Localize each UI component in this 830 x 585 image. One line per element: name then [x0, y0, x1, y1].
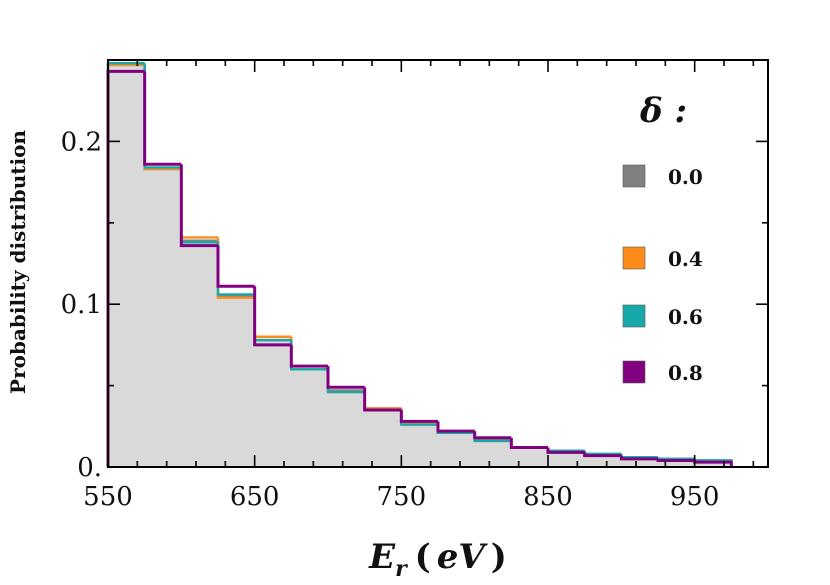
bin-0.6-900: [620, 453, 658, 459]
x-axis-label-symbol: E: [368, 537, 396, 577]
bin-0.8-575: [143, 71, 182, 166]
bin-0.0-650: [253, 296, 292, 342]
bin-0.8-925: [656, 458, 695, 462]
bin-0.4-650: [253, 297, 292, 338]
legend: δ : 0.0 0.4 0.6 0.8: [622, 91, 703, 385]
y-tick-label: 0.2: [61, 127, 102, 157]
bin-0.4-625: [216, 237, 255, 299]
bin-0.8-900: [619, 455, 658, 461]
bin-0.6-600: [180, 167, 218, 244]
axes: 550 650 750 850 950 0. 0.1 0.2: [61, 59, 769, 512]
bin-0.8-800: [473, 431, 512, 440]
x-tick-label: 850: [523, 482, 573, 512]
x-axis-label: Er (eV): [368, 537, 507, 582]
bin-0.6-875: [583, 450, 622, 456]
bin-0.0-600: [180, 169, 218, 242]
legend-label-0.0: 0.0: [668, 165, 703, 189]
legend-swatch-0.0: [622, 164, 646, 188]
legend-label-0.8: 0.8: [668, 361, 703, 385]
bin-0.6-850: [546, 447, 585, 452]
x-axis-label-subscript: r: [395, 556, 408, 582]
x-tick-label: 950: [670, 482, 720, 512]
bin-0.6-925: [656, 457, 695, 461]
x-tick-label: 650: [230, 482, 280, 512]
bin-0.4-675: [290, 336, 328, 371]
bin-0.6-650: [253, 294, 292, 342]
bin-0.8-750: [399, 410, 438, 423]
bin-0.4-575: [143, 64, 182, 171]
bin-0.0-575: [143, 64, 182, 171]
legend-swatch-0.4: [622, 246, 646, 270]
x-tick-label: 750: [377, 482, 427, 512]
bin-0.8-675: [289, 344, 328, 368]
legend-swatch-0.8: [622, 360, 646, 384]
bin-0.0-725: [363, 390, 402, 410]
bin-0.8-875: [583, 452, 622, 458]
histogram-fill-0.0: [108, 64, 732, 467]
y-tick-label: 0.: [77, 453, 102, 483]
legend-title: δ :: [639, 91, 687, 131]
bin-0.8-775: [436, 421, 475, 433]
bin-0.8-825: [509, 437, 548, 449]
bin-0.6-575: [143, 63, 182, 169]
y-tick-label: 0.1: [61, 290, 102, 320]
legend-label-0.4: 0.4: [668, 247, 703, 271]
bin-0.8-650: [253, 286, 292, 347]
y-axis-label: Probability distribution: [6, 130, 30, 394]
legend-label-0.6: 0.6: [668, 305, 703, 329]
bin-0.4-725: [363, 392, 402, 410]
bin-0.8-850: [546, 447, 585, 454]
x-axis-label-unit: eV: [437, 537, 489, 577]
bin-0.8-700: [326, 366, 365, 389]
x-tick-label: 550: [83, 482, 133, 512]
plot-frame: [107, 59, 769, 468]
bin-0.8-725: [363, 387, 402, 412]
bin-0.8-600: [179, 164, 218, 248]
x-axis-label-close-paren: ): [491, 537, 507, 577]
bin-0.8-625: [216, 245, 255, 288]
bin-0.4-600: [180, 169, 218, 239]
legend-swatch-0.6: [622, 304, 646, 328]
x-axis-label-open-paren: (: [415, 537, 431, 577]
